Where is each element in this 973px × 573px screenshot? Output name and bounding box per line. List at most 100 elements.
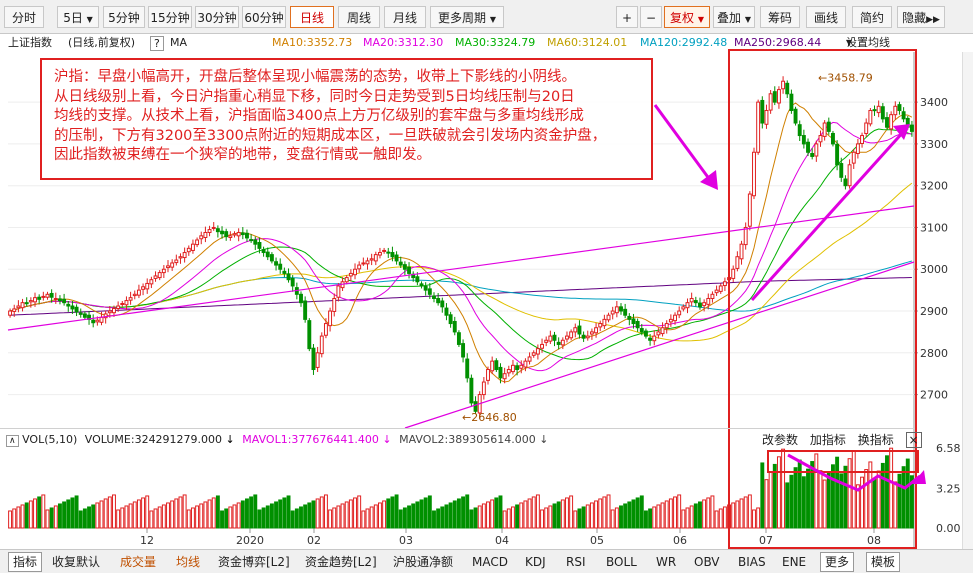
vertical-scrollbar[interactable]	[962, 52, 973, 549]
tab-fund-trend[interactable]: 资金趋势[L2]	[305, 555, 377, 569]
candle-body	[161, 268, 166, 274]
channel-upper-line	[7, 205, 915, 331]
tab-volume[interactable]: 成交量	[120, 555, 157, 569]
tab-60min[interactable]: 60分钟	[242, 6, 286, 28]
tab-hsgt[interactable]: 沪股通净额	[393, 555, 454, 569]
candle-body	[49, 292, 54, 298]
volume-bar	[831, 464, 835, 529]
candle-body	[781, 80, 786, 90]
tab-fund-game[interactable]: 资金博弈[L2]	[218, 555, 290, 569]
tab-indicator[interactable]: 指标	[8, 552, 43, 572]
candle-body	[74, 306, 79, 313]
tab-ene[interactable]: ENE	[782, 555, 807, 569]
volume-bar	[781, 448, 786, 529]
volume-bar	[49, 507, 54, 529]
volume-bar	[186, 509, 191, 529]
candle-body	[378, 252, 382, 256]
tab-5min[interactable]: 5分钟	[103, 6, 145, 28]
chevron-down-icon: ▼	[697, 15, 704, 24]
hide-button[interactable]: 隐藏▶▶	[897, 6, 945, 28]
candle-body	[677, 310, 682, 316]
chevron-down-icon: ▼	[489, 15, 496, 24]
candle-body	[835, 143, 840, 166]
volume-bar	[905, 458, 910, 529]
candle-body	[245, 232, 249, 239]
tab-template[interactable]: 模板	[866, 552, 901, 572]
tab-bias[interactable]: BIAS	[738, 555, 766, 569]
volume-tick-label: 3.25	[936, 482, 961, 495]
tab-monthly[interactable]: 月线	[384, 6, 426, 28]
help-icon[interactable]: ?	[150, 36, 164, 51]
volume-bar	[594, 500, 599, 529]
tab-weekly[interactable]: 周线	[338, 6, 380, 28]
volume-bar	[880, 462, 885, 529]
tab-rsi[interactable]: RSI	[566, 555, 586, 569]
volume-bar	[818, 470, 823, 529]
zoom-in-button[interactable]: +	[616, 6, 638, 28]
candle-body	[307, 320, 312, 350]
time-tick-label: 08	[867, 534, 881, 547]
index-title: 上证指数	[8, 36, 52, 49]
draw-line-button[interactable]: 画线	[806, 6, 846, 28]
tab-daily[interactable]: 日线	[290, 6, 334, 28]
volume-bar	[199, 503, 204, 529]
simple-mode-button[interactable]: 简约	[852, 6, 892, 28]
tab-more[interactable]: 更多	[820, 552, 855, 572]
switch-indicator-button[interactable]: 换指标	[857, 433, 894, 447]
tab-wr[interactable]: WR	[656, 555, 677, 569]
vol-label: VOL(5,10)	[22, 433, 78, 446]
candle-body	[257, 242, 262, 249]
tab-15min[interactable]: 15分钟	[148, 6, 192, 28]
tab-boll[interactable]: BOLL	[606, 555, 637, 569]
volume-bar	[668, 498, 673, 529]
volume-bar	[357, 495, 362, 529]
edit-params-button[interactable]: 改参数	[762, 433, 799, 447]
candle-body	[544, 339, 549, 343]
volume-bar	[785, 482, 790, 529]
volume-bar	[340, 503, 345, 529]
chips-button[interactable]: 筹码	[760, 6, 800, 28]
volume-bar	[606, 494, 611, 529]
candle-body	[822, 122, 827, 137]
tab-macd[interactable]: MACD	[472, 555, 508, 569]
add-indicator-button[interactable]: 加指标	[809, 433, 846, 447]
volume-bar	[614, 507, 619, 529]
volume-bar	[619, 505, 623, 529]
candle-body	[440, 300, 445, 308]
fuquan-button[interactable]: 复权 ▼	[664, 6, 710, 28]
volume-bar	[722, 506, 727, 529]
period-toolbar: 分时 5日 ▼ 5分钟 15分钟 30分钟 60分钟 日线 周线 月线 更多周期…	[0, 0, 973, 34]
volume-bar	[752, 509, 756, 529]
volume-bar	[427, 495, 432, 529]
volume-bar	[440, 506, 445, 529]
tab-30min[interactable]: 30分钟	[195, 6, 239, 28]
candle-body	[785, 82, 790, 95]
tab-more-periods[interactable]: 更多周期 ▼	[430, 6, 504, 28]
zoom-out-button[interactable]: −	[640, 6, 662, 28]
candle-body	[128, 297, 133, 301]
tab-restore-default[interactable]: 收复默认	[52, 555, 101, 569]
price-tick-label: 3400	[920, 96, 948, 109]
candle-body	[91, 319, 96, 324]
volume-bar	[132, 501, 137, 529]
close-icon[interactable]: ×	[905, 432, 922, 448]
volume-bar	[714, 510, 719, 529]
overlay-button[interactable]: 叠加 ▼	[713, 6, 755, 28]
collapse-icon[interactable]: ∧	[6, 435, 19, 447]
ma30-value: MA30:3324.79	[455, 36, 536, 49]
tab-5day[interactable]: 5日 ▼	[57, 6, 99, 28]
tab-ma[interactable]: 均线	[176, 555, 201, 569]
candle-body	[731, 268, 736, 279]
volume-bar	[681, 509, 686, 529]
volume-bar	[103, 498, 108, 529]
volume-bar	[12, 508, 17, 529]
candle-body	[681, 306, 686, 310]
tab-intraday[interactable]: 分时	[4, 6, 44, 28]
tab-obv[interactable]: OBV	[694, 555, 720, 569]
candle-body	[826, 121, 831, 132]
candle-body	[552, 334, 557, 341]
volume-bar	[764, 479, 769, 529]
tab-kdj[interactable]: KDJ	[525, 555, 546, 569]
candle-body	[120, 303, 125, 306]
